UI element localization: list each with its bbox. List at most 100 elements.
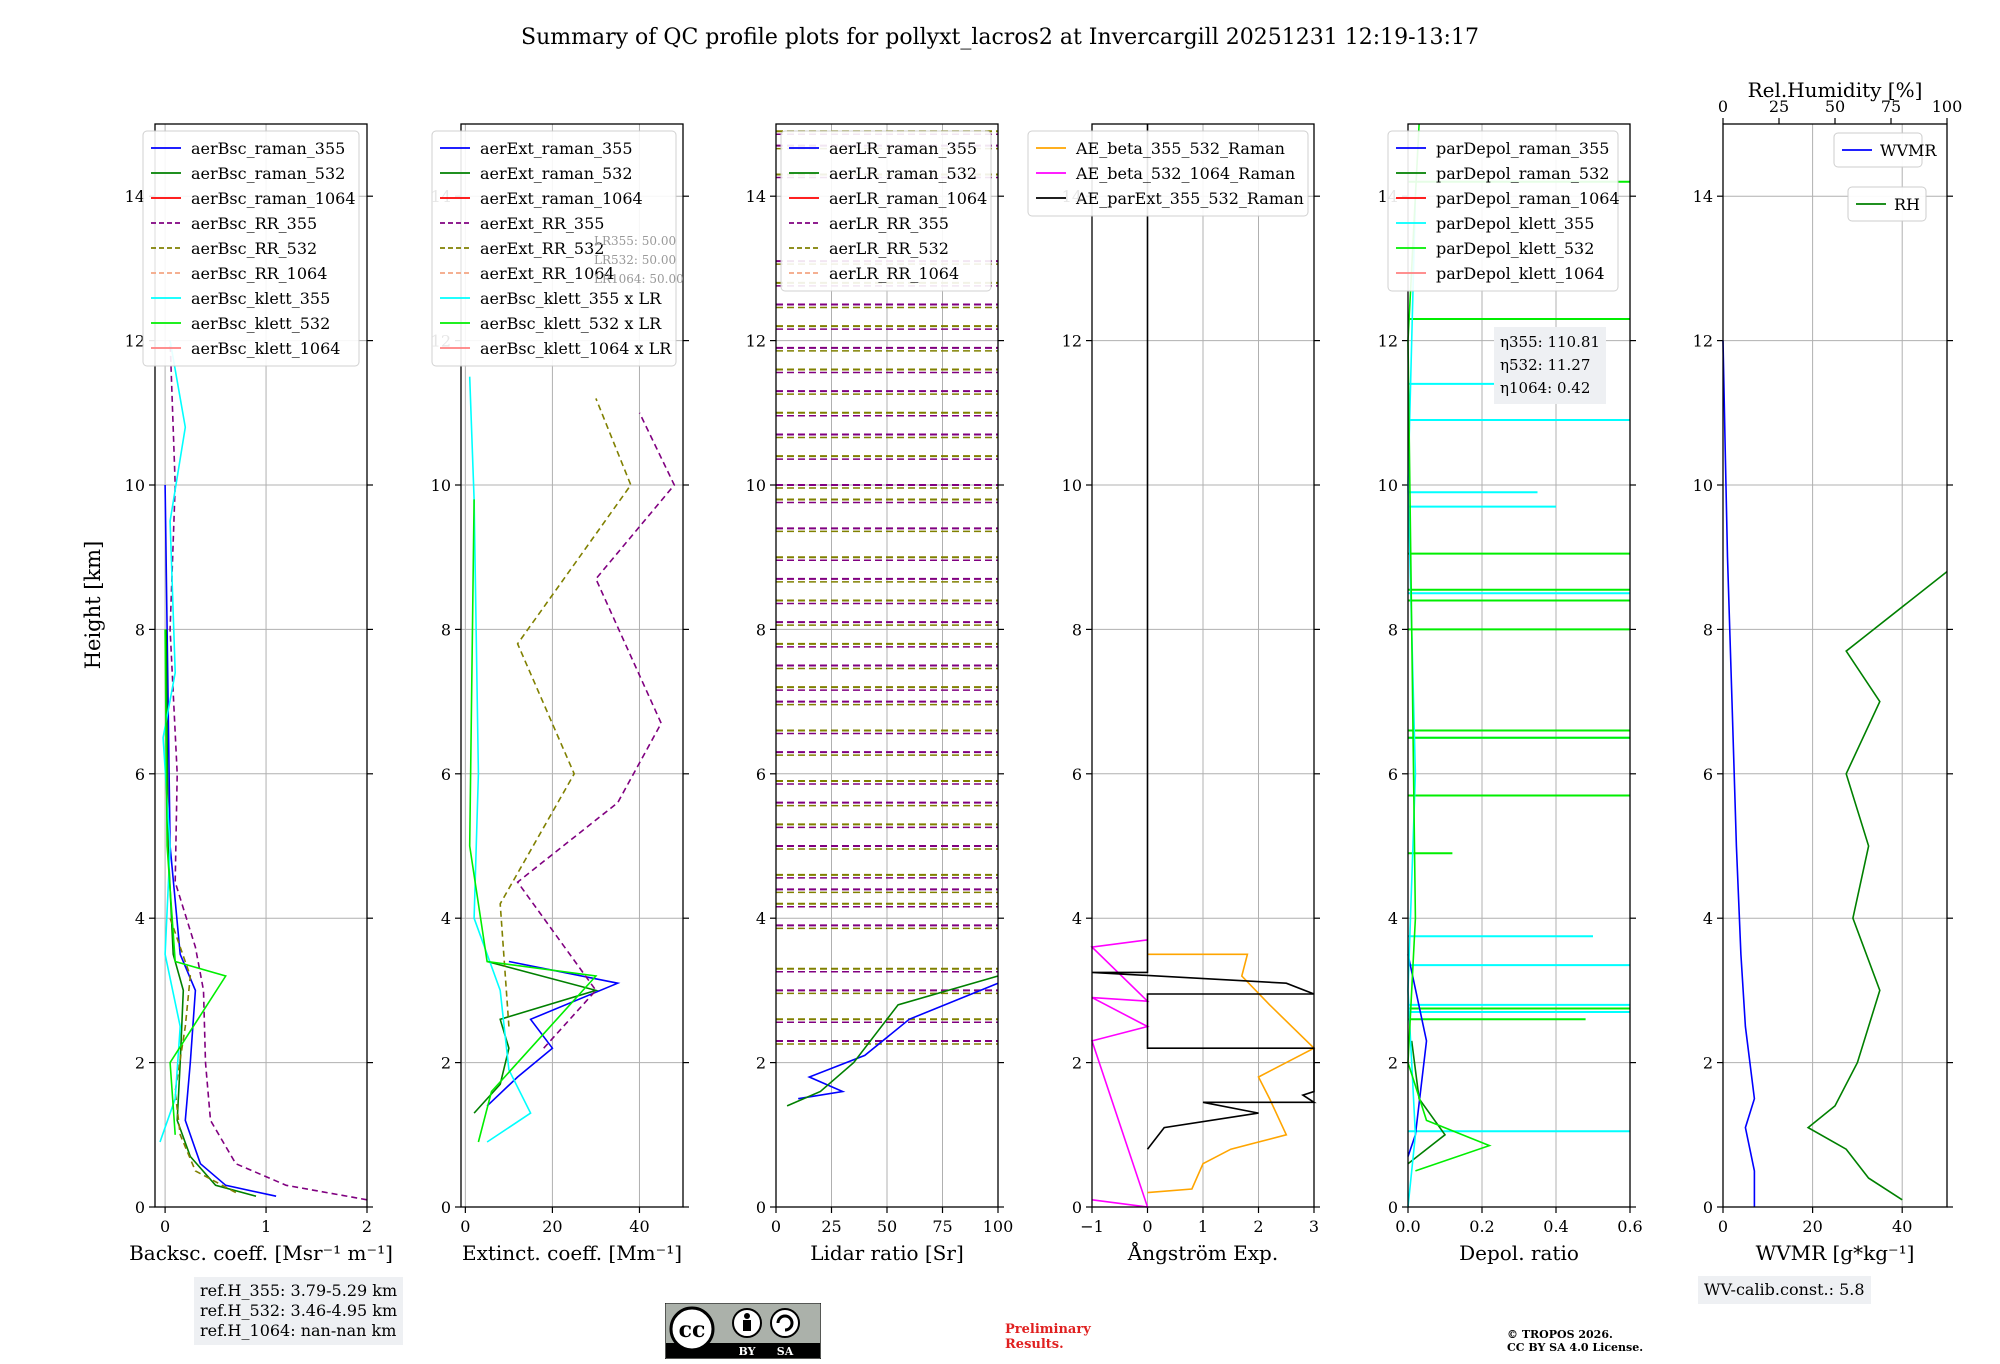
x-tick-label: −1 <box>1080 1217 1104 1236</box>
y-tick-label: 12 <box>1693 332 1713 351</box>
x-tick-label: 25 <box>821 1217 841 1236</box>
preliminary-notice: Preliminary Results. <box>1005 1322 1091 1352</box>
legend-entry: aerBsc_RR_355 <box>191 214 317 233</box>
x-tick-label: 3 <box>1309 1217 1319 1236</box>
series-line <box>164 484 277 1197</box>
legend-frame <box>1847 186 1927 222</box>
series-line <box>165 629 257 1197</box>
x-tick-label: 100 <box>983 1217 1014 1236</box>
x-axis-label: Depol. ratio <box>1459 1241 1579 1265</box>
x-tick-label: 40 <box>1892 1217 1912 1236</box>
series-line <box>169 340 368 1201</box>
legend-entry: aerExt_RR_1064 <box>480 264 615 283</box>
copyright-line-1: © TROPOS 2026. <box>1507 1328 1613 1341</box>
x-axis-label: WVMR [g*kg⁻¹] <box>1756 1241 1915 1265</box>
legend-entry: aerLR_RR_532 <box>829 239 949 258</box>
y-tick-label: 2 <box>756 1054 766 1073</box>
x-tick-label: 20 <box>1802 1217 1822 1236</box>
legend-entry: AE_beta_532_1064_Raman <box>1075 164 1295 183</box>
legend-entry: aerLR_raman_355 <box>829 139 977 158</box>
legend: AE_beta_355_532_Raman AE_beta_532_1064_Ra… <box>1027 130 1309 217</box>
series-line <box>164 629 227 1135</box>
wv-calibration-constant: WV-calib.const.: 5.8 <box>1704 1280 1865 1299</box>
x-tick-label: 0 <box>460 1217 470 1236</box>
x-tick-label: 2 <box>362 1217 372 1236</box>
legend-entry: RH <box>1894 195 1920 214</box>
y-tick-label: 14 <box>125 187 145 206</box>
legend-frame <box>1027 130 1309 217</box>
legend-frame <box>142 130 360 367</box>
legend-frame <box>1387 130 1619 292</box>
x-tick-label: 0 <box>771 1217 781 1236</box>
lr-fixed-355: LR355: 50.00 <box>594 234 677 248</box>
legend-entry: aerLR_raman_532 <box>829 164 977 183</box>
panel-wvmr: 0 20 40 0 2 4 6 8 10 12 14 WVMR [g*kg⁻¹] 0 25 50 75 100 R… <box>1693 78 1963 1265</box>
y-tick-label: 12 <box>1062 332 1082 351</box>
plot-frame <box>460 123 684 1208</box>
x-tick-label: 20 <box>542 1217 562 1236</box>
legend-entry: parDepol_klett_532 <box>1436 239 1594 258</box>
legend-entry: aerLR_RR_355 <box>829 214 949 233</box>
preliminary-line-1: Preliminary <box>1005 1322 1091 1337</box>
top-axis-tick-label: 50 <box>1825 97 1845 116</box>
y-tick-label: 8 <box>441 620 451 639</box>
series-line <box>1407 954 1428 1157</box>
preliminary-line-2: Results. <box>1005 1337 1064 1352</box>
y-tick-label: 10 <box>431 476 451 495</box>
legend-entry: aerLR_RR_1064 <box>829 264 959 283</box>
eta-532: η532: 11.27 <box>1500 356 1591 374</box>
series-line <box>798 982 999 1100</box>
top-axis-tick-label: 75 <box>1881 97 1901 116</box>
x-axis-label: Lidar ratio [Sr] <box>810 1241 964 1265</box>
badge-sa-label: SA <box>777 1345 794 1358</box>
top-axis-label: Rel.Humidity [%] <box>1748 78 1923 102</box>
y-tick-label: 8 <box>756 620 766 639</box>
series-line <box>486 960 621 1107</box>
x-tick-label: 0 <box>1718 1217 1728 1236</box>
y-tick-label: 10 <box>1378 476 1398 495</box>
legend-entry: aerLR_raman_1064 <box>829 189 987 208</box>
y-tick-label: 6 <box>756 765 766 784</box>
y-tick-label: 4 <box>1703 909 1713 928</box>
legend: parDepol_raman_355 parDepol_raman_532 parD… <box>1387 130 1620 292</box>
y-tick-label: 0 <box>135 1198 145 1217</box>
legend: aerExt_raman_355 aerExt_raman_532 aerExt_r… <box>431 130 677 367</box>
x-axis-label: Backsc. coeff. [Msr⁻¹ m⁻¹] <box>129 1241 393 1265</box>
legend-entry: aerBsc_raman_355 <box>191 139 345 158</box>
y-tick-label: 6 <box>135 765 145 784</box>
legend-entry: aerBsc_klett_532 x LR <box>480 314 662 333</box>
series-line <box>169 917 237 1194</box>
wv-calibration-box: WV-calib.const.: 5.8 <box>1698 1276 1871 1304</box>
x-tick-label: 0.6 <box>1617 1217 1642 1236</box>
legend-wvmr: WVMR <box>1833 132 1937 168</box>
plot-frame <box>1407 123 1631 1208</box>
y-tick-label: 4 <box>441 909 451 928</box>
y-tick-label: 12 <box>125 332 145 351</box>
y-tick-label: 12 <box>1378 332 1398 351</box>
legend-entry: aerExt_RR_532 <box>480 239 604 258</box>
y-tick-label: 4 <box>135 909 145 928</box>
series-line <box>516 412 676 1049</box>
series-line <box>468 376 532 1143</box>
y-tick-label: 2 <box>441 1054 451 1073</box>
lr-fixed-box: LR355: 50.00 LR532: 50.00 LR1064: 50.00 <box>594 232 684 289</box>
legend-entry: parDepol_raman_355 <box>1436 139 1609 158</box>
plot-frame <box>1722 123 1948 1208</box>
plot-frame <box>1091 123 1315 1208</box>
legend-frame <box>1833 132 1923 168</box>
eta-1064: η1064: 0.42 <box>1500 379 1591 397</box>
top-axis-tick-label: 25 <box>1769 97 1789 116</box>
x-tick-label: 0 <box>1142 1217 1152 1236</box>
y-tick-label: 10 <box>746 476 766 495</box>
legend-entry: AE_beta_355_532_Raman <box>1075 139 1285 158</box>
y-tick-label: 6 <box>1072 765 1082 784</box>
series-line <box>1407 1040 1447 1165</box>
legend-entry: aerExt_raman_532 <box>480 164 633 183</box>
y-tick-label: 8 <box>135 620 145 639</box>
y-tick-label: 0 <box>1703 1198 1713 1217</box>
legend-frame <box>780 130 992 292</box>
legend-entry: parDepol_raman_532 <box>1436 164 1609 183</box>
figure-title: Summary of QC profile plots for pollyxt_… <box>521 25 1479 50</box>
legend-entry: aerBsc_klett_355 x LR <box>480 289 662 308</box>
